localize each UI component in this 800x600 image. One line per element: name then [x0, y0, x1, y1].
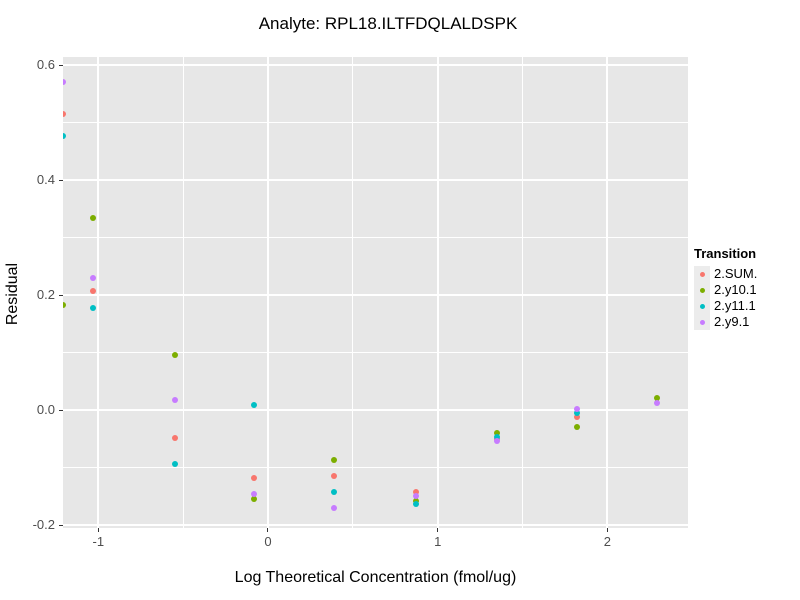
data-point — [171, 435, 178, 442]
legend-key — [694, 282, 710, 298]
x-axis-label: Log Theoretical Concentration (fmol/ug) — [234, 569, 517, 586]
data-point — [63, 132, 66, 139]
data-point — [90, 274, 97, 281]
data-point — [171, 397, 178, 404]
data-point — [331, 504, 338, 511]
data-point — [573, 424, 580, 431]
y-tick-label: 0.2 — [36, 287, 55, 303]
major-gridline — [436, 57, 439, 528]
data-point — [251, 474, 258, 481]
data-point — [90, 305, 97, 312]
legend-entry: 2.SUM. — [694, 266, 757, 282]
major-gridline — [266, 57, 269, 528]
data-point — [573, 414, 580, 420]
major-gridline — [63, 64, 688, 67]
data-point — [90, 215, 97, 222]
legend-entry: 2.y10.1 — [694, 282, 757, 298]
minor-gridline — [63, 122, 688, 124]
plot-title: Analyte: RPL18.ILTFDQLALDSPK — [258, 14, 518, 33]
legend-dot-icon — [699, 287, 705, 293]
x-tick-label: -1 — [92, 534, 105, 549]
legend-dot-icon — [699, 271, 705, 277]
major-gridline — [63, 409, 688, 412]
data-point — [63, 79, 66, 86]
minor-gridline — [63, 237, 688, 239]
data-point — [412, 500, 419, 507]
legend-entry-label: 2.y9.1 — [714, 314, 750, 329]
major-gridline — [63, 524, 688, 527]
major-gridline — [63, 179, 688, 182]
minor-gridline — [63, 352, 688, 354]
data-point — [494, 430, 501, 437]
legend-dot-icon — [699, 319, 705, 325]
x-axis-tick — [606, 528, 608, 532]
major-gridline — [97, 57, 100, 528]
major-gridline — [606, 57, 609, 528]
data-point — [573, 409, 580, 416]
legend: Transition 2.SUM. 2.y10.1 2.y11.1 2.y9.1 — [694, 246, 757, 330]
y-axis-tick — [59, 524, 63, 526]
data-point — [653, 400, 660, 407]
x-axis-tick — [267, 528, 269, 532]
y-axis-tick — [59, 179, 63, 181]
x-tick-label: 1 — [434, 534, 442, 549]
y-axis-tick — [59, 294, 63, 296]
data-point — [171, 461, 178, 468]
data-point — [653, 395, 660, 402]
y-tick-label: 0.0 — [36, 402, 55, 418]
data-point — [63, 110, 66, 117]
legend-key — [694, 314, 710, 330]
major-gridline — [63, 294, 688, 297]
data-point — [331, 489, 338, 496]
data-point — [412, 489, 419, 496]
legend-entry: 2.y11.1 — [694, 298, 757, 314]
legend-dot-icon — [699, 303, 705, 309]
legend-entry-label: 2.y11.1 — [714, 298, 756, 313]
data-point — [251, 496, 258, 503]
legend-entry: 2.y9.1 — [694, 314, 757, 330]
data-point — [331, 457, 338, 464]
minor-gridline — [182, 57, 184, 528]
minor-gridline — [352, 57, 354, 528]
y-tick-label: 0.6 — [36, 57, 55, 73]
legend-entry-label: 2.y10.1 — [714, 282, 757, 297]
legend-key — [694, 266, 710, 282]
minor-gridline — [63, 467, 688, 469]
data-point — [90, 288, 97, 295]
data-point — [494, 438, 501, 445]
legend-entry-label: 2.SUM. — [714, 266, 758, 281]
minor-gridline — [522, 57, 524, 528]
y-axis-tick — [59, 409, 63, 411]
x-axis-tick — [97, 528, 99, 532]
data-point — [412, 493, 419, 500]
legend-title: Transition — [694, 246, 757, 261]
data-point — [251, 401, 258, 408]
data-point — [251, 491, 258, 498]
y-tick-label: -0.2 — [32, 517, 55, 533]
plot-panel — [63, 57, 688, 528]
legend-key — [694, 298, 710, 314]
x-tick-label: 2 — [603, 534, 611, 549]
data-point — [331, 473, 338, 480]
x-axis-tick — [437, 528, 439, 532]
data-point — [573, 405, 580, 412]
y-tick-label: 0.4 — [36, 172, 55, 188]
data-point — [171, 351, 178, 358]
y-axis-tick — [59, 64, 63, 66]
data-point — [494, 434, 501, 441]
x-tick-label: 0 — [264, 534, 272, 549]
data-point — [63, 301, 66, 308]
